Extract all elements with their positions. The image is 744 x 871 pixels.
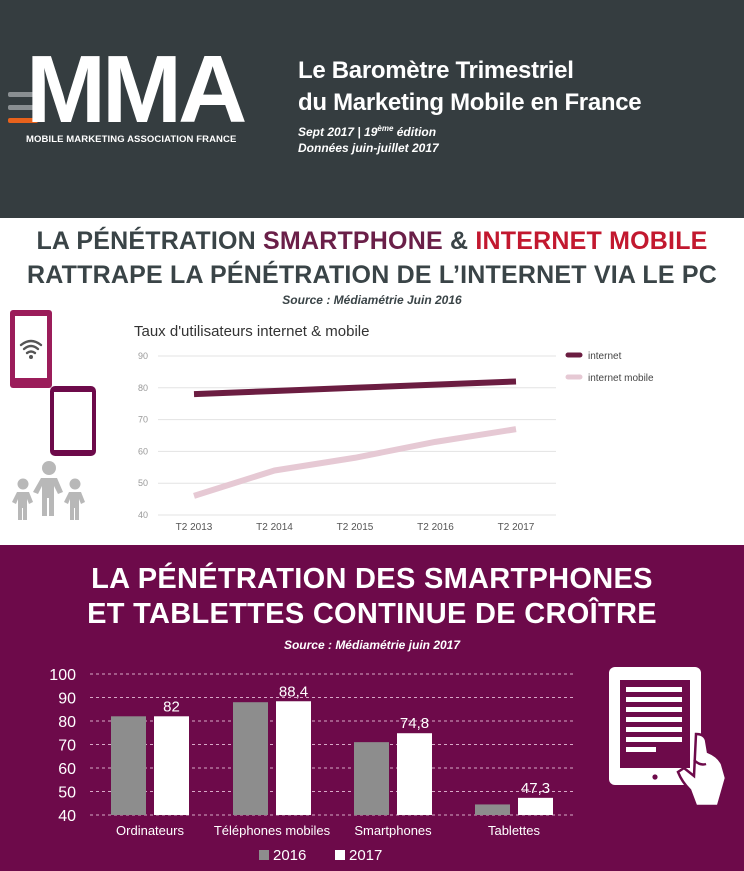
bar-chart: 40 50 60 70 80 90 100 82 Ordinateurs 88,4 Téléphon… bbox=[49, 667, 575, 864]
smartphone-wifi-icon bbox=[10, 310, 52, 388]
data-label: 88,4 bbox=[279, 683, 308, 700]
edition-info: Sept 2017 | 19ème édition Données juin-j… bbox=[298, 121, 439, 156]
legend-label: 2017 bbox=[349, 847, 382, 864]
y-tick-label: 90 bbox=[138, 351, 148, 361]
people-group-icon bbox=[12, 461, 85, 520]
x-tick-label: Tablettes bbox=[488, 823, 541, 838]
y-tick-label: 70 bbox=[58, 738, 76, 755]
x-tick-label: Smartphones bbox=[354, 823, 432, 838]
bar-2017 bbox=[154, 716, 189, 815]
title-line-2: du Marketing Mobile en France bbox=[298, 89, 642, 116]
y-tick-label: 90 bbox=[58, 691, 76, 708]
y-tick-label: 80 bbox=[138, 383, 148, 393]
legend-label: internet bbox=[588, 351, 622, 362]
header-banner: MMA MOBILE MARKETING ASSOCIATION FRANCE … bbox=[0, 0, 744, 218]
legend-swatch bbox=[335, 850, 345, 860]
bar-2016 bbox=[111, 716, 146, 815]
bar-2017 bbox=[276, 701, 311, 815]
barometer-title: Le Baromètre Trimestriel du Marketing Mo… bbox=[298, 55, 642, 119]
line-chart: 40 50 60 70 80 90 T2 2013 T2 2014 T2 2015 T2 2016… bbox=[138, 351, 654, 533]
mma-logo: MMA MOBILE MARKETING ASSOCIATION FRANCE bbox=[8, 42, 248, 152]
section1-source: Source : Médiamétrie Juin 2016 bbox=[282, 293, 462, 307]
x-tick-label: T2 2016 bbox=[417, 522, 454, 533]
section1-title-line2: RATTRAPE LA PÉNÉTRATION DE L’INTERNET VI… bbox=[27, 261, 717, 289]
edition-line: Sept 2017 | 19ème édition bbox=[298, 124, 437, 139]
line-chart-title: Taux d'utilisateurs internet & mobile bbox=[134, 323, 370, 340]
section1-title-line1: LA PÉNÉTRATION SMARTPHONE & INTERNET MOB… bbox=[36, 227, 708, 255]
x-tick-label: T2 2015 bbox=[337, 522, 374, 533]
legend-label: 2016 bbox=[273, 847, 306, 864]
logo-subtitle: MOBILE MARKETING ASSOCIATION FRANCE bbox=[26, 134, 237, 145]
x-tick-label: T2 2013 bbox=[176, 522, 213, 533]
data-label: 74,8 bbox=[400, 715, 429, 732]
series-line-internet-mobile bbox=[193, 426, 517, 499]
y-tick-label: 50 bbox=[138, 478, 148, 488]
y-tick-label: 60 bbox=[58, 761, 76, 778]
bar-2017 bbox=[397, 733, 432, 815]
bar-2017 bbox=[518, 797, 553, 815]
data-label: 82 bbox=[163, 698, 180, 715]
data-period: Données juin-juillet 2017 bbox=[298, 141, 439, 155]
y-tick-label: 80 bbox=[58, 714, 76, 731]
bar-2016 bbox=[475, 804, 510, 815]
tablet-hand-icon bbox=[609, 667, 726, 808]
logo-text: MMA bbox=[26, 36, 247, 143]
bar-2016 bbox=[354, 742, 389, 815]
legend-label: internet mobile bbox=[588, 373, 654, 384]
y-tick-label: 60 bbox=[138, 446, 148, 456]
tablet-icon bbox=[50, 386, 96, 456]
data-label: 47,3 bbox=[521, 780, 550, 797]
section2-panel: LA PÉNÉTRATION DES SMARTPHONES ET TABLET… bbox=[0, 545, 744, 871]
legend-swatch bbox=[259, 850, 269, 860]
x-tick-label: T2 2014 bbox=[256, 522, 293, 533]
x-tick-label: Ordinateurs bbox=[116, 823, 184, 838]
y-tick-label: 40 bbox=[138, 510, 148, 520]
section2-title-line1: LA PÉNÉTRATION DES SMARTPHONES bbox=[91, 563, 653, 595]
title-line-1: Le Baromètre Trimestriel bbox=[298, 57, 574, 84]
y-tick-label: 40 bbox=[58, 808, 76, 825]
y-tick-label: 100 bbox=[49, 667, 76, 684]
x-tick-label: Téléphones mobiles bbox=[214, 823, 331, 838]
y-tick-label: 50 bbox=[58, 785, 76, 802]
section2-title-line2: ET TABLETTES CONTINUE DE CROÎTRE bbox=[87, 598, 657, 630]
x-tick-label: T2 2017 bbox=[498, 522, 535, 533]
bar-2016 bbox=[233, 702, 268, 815]
y-tick-label: 70 bbox=[138, 415, 148, 425]
section2-source: Source : Médiamétrie juin 2017 bbox=[283, 638, 461, 652]
